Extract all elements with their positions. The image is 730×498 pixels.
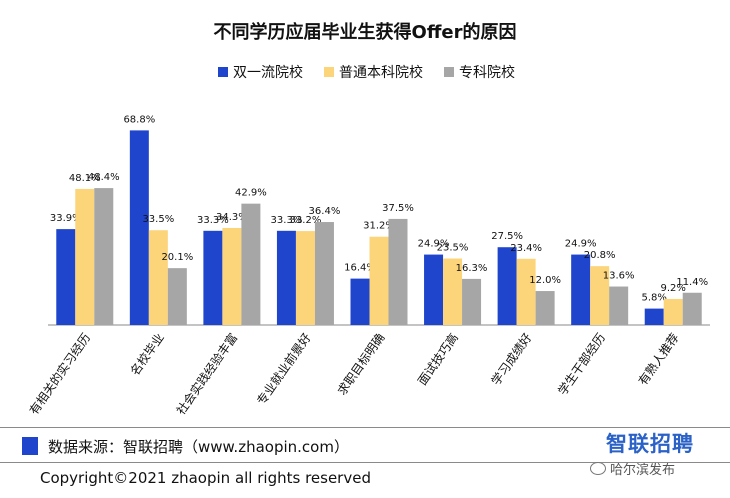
wechat-icon xyxy=(590,462,606,475)
bar-4-0 xyxy=(350,278,370,325)
chart: 不同学历应届毕业生获得Offer的原因 双一流院校 普通本科院校 专科院校 33.9… xyxy=(26,21,710,417)
chart-title: 不同学历应届毕业生获得Offer的原因 xyxy=(214,21,517,43)
bar-label-5-2: 16.3% xyxy=(456,263,488,274)
bar-label-0-1: 48.1% xyxy=(69,173,101,184)
bar-label-0-0: 33.9% xyxy=(50,213,82,224)
bar-label-1-1: 33.5% xyxy=(142,214,174,225)
bar-4-2 xyxy=(388,218,408,325)
bar-label-7-2: 13.6% xyxy=(603,271,635,282)
legend-swatch-1 xyxy=(324,67,334,77)
legend-swatch-2 xyxy=(444,67,454,77)
bar-5-0 xyxy=(424,254,444,325)
bar-label-7-0: 24.9% xyxy=(565,239,597,250)
bar-6-0 xyxy=(497,247,517,325)
footer-divider-bottom xyxy=(0,462,730,463)
footer-divider-top xyxy=(0,427,730,428)
bar-label-7-1: 20.8% xyxy=(584,250,616,261)
bar-label-4-1: 31.2% xyxy=(363,221,395,232)
category-label-6: 学习成绩好 xyxy=(488,330,535,388)
legend-label-2: 专科院校 xyxy=(459,64,515,81)
bar-1-1 xyxy=(148,230,168,325)
bar-label-1-0: 68.8% xyxy=(123,114,155,125)
bar-label-1-2: 20.1% xyxy=(161,252,193,263)
bar-2-0 xyxy=(203,230,223,325)
category-label-8: 有熟人推荐 xyxy=(635,330,682,388)
source-text: 数据来源：智联招聘（www.zhaopin.com） xyxy=(48,438,349,456)
category-label-1: 名校毕业 xyxy=(127,330,167,378)
bar-2-2 xyxy=(241,203,261,325)
bar-label-2-1: 34.3% xyxy=(216,212,248,223)
category-label-3: 专业就业前景好 xyxy=(253,330,313,407)
bar-3-2 xyxy=(314,222,334,325)
category-label-0: 有相关的实习经历 xyxy=(26,330,93,417)
bar-8-0 xyxy=(644,308,664,325)
bar-1-2 xyxy=(167,268,187,325)
watermark-text: 哈尔滨发布 xyxy=(610,463,676,478)
brand-logo: 智联招聘 xyxy=(606,432,694,456)
category-label-4: 求职目标明确 xyxy=(335,331,388,398)
watermark: 哈尔滨发布 xyxy=(590,459,675,478)
category-label-7: 学生干部经历 xyxy=(555,330,609,398)
source-marker xyxy=(22,437,38,455)
bar-0-0 xyxy=(56,229,76,325)
bar-label-2-0: 33.3% xyxy=(197,215,229,226)
bar-label-3-1: 33.2% xyxy=(290,215,322,226)
bar-2-1 xyxy=(222,227,242,325)
bar-6-2 xyxy=(535,291,555,325)
bar-5-1 xyxy=(443,258,463,325)
legend-swatch-0 xyxy=(218,67,228,77)
bar-label-8-2: 11.4% xyxy=(676,277,708,288)
bar-label-8-0: 5.8% xyxy=(642,293,667,304)
legend: 双一流院校 普通本科院校 专科院校 xyxy=(218,64,515,81)
bar-label-0-2: 48.4% xyxy=(88,172,120,183)
bar-label-4-0: 16.4% xyxy=(344,263,376,274)
bar-3-0 xyxy=(276,230,296,325)
bar-7-0 xyxy=(571,254,591,325)
bar-1-0 xyxy=(129,130,149,325)
bar-3-1 xyxy=(295,231,315,325)
bar-label-4-2: 37.5% xyxy=(382,203,414,214)
bars: 33.9% 48.1%48.4% 有相关的实习经历 68.8% 33.5% 20.1% 名校… xyxy=(26,114,708,417)
legend-label-0: 双一流院校 xyxy=(233,64,303,81)
bar-8-2 xyxy=(682,292,702,325)
bar-label-6-1: 23.4% xyxy=(510,243,542,254)
bar-4-1 xyxy=(369,236,389,325)
bar-5-2 xyxy=(462,278,482,325)
bar-8-1 xyxy=(663,298,683,325)
bar-label-3-0: 33.3% xyxy=(271,215,303,226)
bar-7-1 xyxy=(590,266,610,325)
legend-label-1: 普通本科院校 xyxy=(339,64,423,81)
bar-0-1 xyxy=(75,188,95,325)
copyright-text: Copyright©2021 zhaopin all rights reserv… xyxy=(40,469,371,487)
bar-label-5-1: 23.5% xyxy=(437,243,469,254)
bar-label-6-0: 27.5% xyxy=(491,231,523,242)
bar-0-2 xyxy=(94,188,114,325)
bar-7-2 xyxy=(609,286,629,325)
category-label-5: 面试技巧高 xyxy=(414,330,461,388)
bar-label-8-1: 9.2% xyxy=(661,283,686,294)
bar-6-1 xyxy=(516,258,536,325)
bar-label-2-2: 42.9% xyxy=(235,188,267,199)
bar-label-6-2: 12.0% xyxy=(529,275,561,286)
category-label-2: 社会实践经验丰富 xyxy=(173,330,240,417)
bar-label-5-0: 24.9% xyxy=(418,239,450,250)
bar-label-3-2: 36.4% xyxy=(309,206,341,217)
